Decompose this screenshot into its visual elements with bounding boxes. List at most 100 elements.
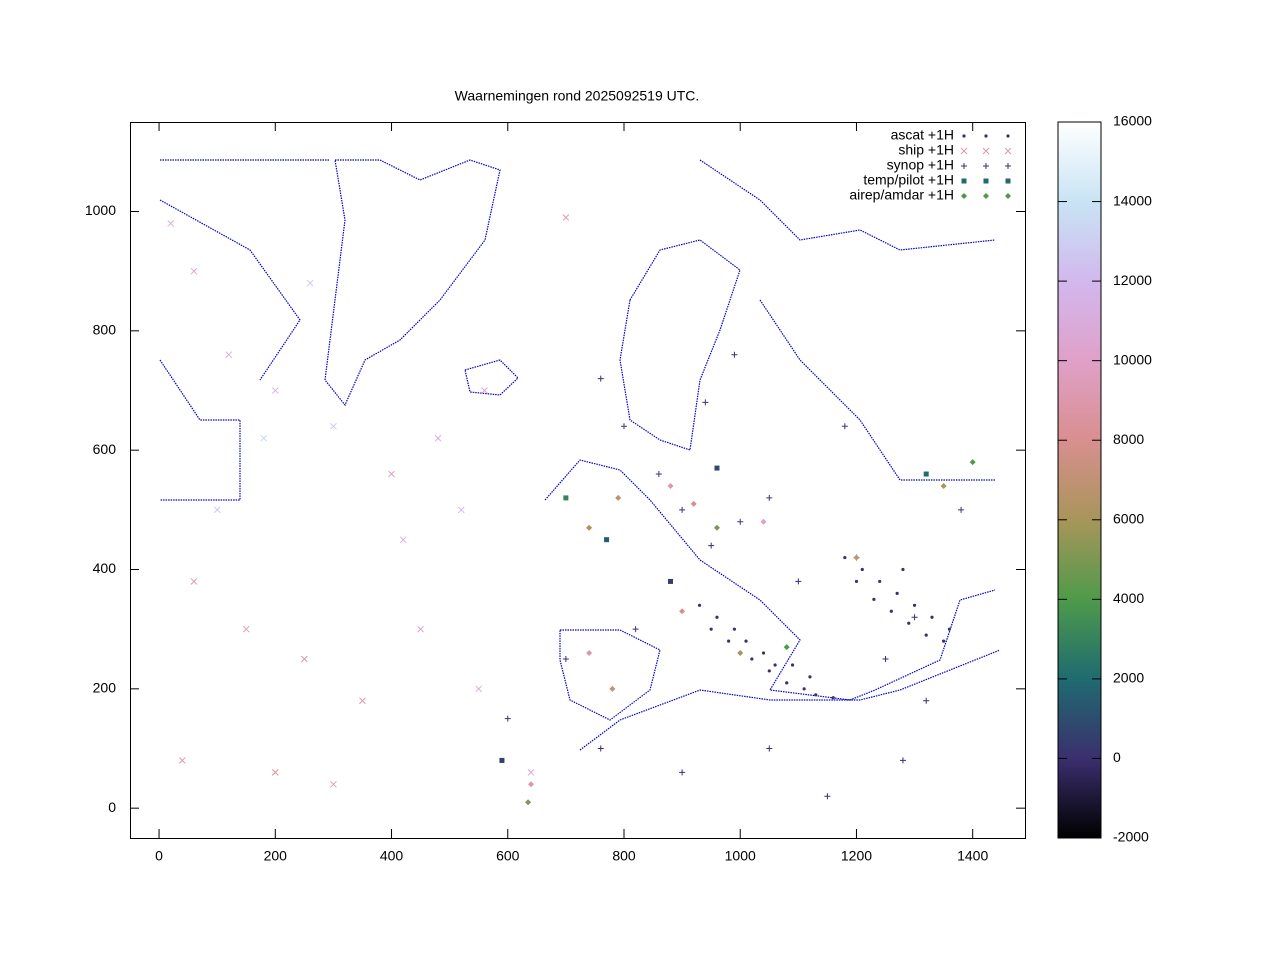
point — [767, 669, 771, 673]
point — [475, 685, 483, 693]
point — [330, 422, 337, 430]
point — [814, 693, 818, 697]
colorbar-tick-label: 12000 — [1113, 272, 1152, 288]
point — [841, 423, 848, 430]
point — [912, 603, 917, 607]
legend-marker — [1005, 178, 1011, 184]
point — [697, 603, 702, 607]
point — [271, 769, 279, 776]
point — [732, 627, 737, 631]
point — [714, 465, 720, 471]
coastline — [619, 239, 741, 451]
point — [808, 675, 812, 679]
point — [620, 423, 627, 430]
point — [824, 793, 831, 800]
point — [525, 799, 532, 806]
point — [225, 351, 233, 359]
legend-marker — [960, 147, 968, 155]
point — [190, 578, 198, 585]
point — [708, 542, 715, 549]
point — [604, 537, 610, 543]
point — [504, 715, 511, 722]
x-tick-label: 200 — [264, 848, 288, 864]
point — [702, 399, 709, 406]
point — [563, 495, 569, 501]
point — [795, 578, 802, 585]
point — [940, 482, 947, 489]
colorbar-tick-label: 2000 — [1113, 670, 1144, 686]
legend-marker — [961, 178, 967, 184]
y-tick-label: 1000 — [85, 202, 116, 218]
point — [737, 650, 744, 657]
y-tick-label: 200 — [93, 680, 117, 696]
point — [679, 506, 686, 513]
colorbar-tick-label: 4000 — [1113, 590, 1144, 606]
point — [750, 657, 754, 661]
x-tick-label: 1200 — [841, 848, 872, 864]
x-tick-label: 1000 — [725, 848, 756, 864]
point — [434, 434, 442, 442]
point — [597, 375, 604, 382]
point — [737, 518, 744, 525]
point — [872, 597, 876, 601]
y-tick-label: 600 — [93, 441, 117, 457]
point — [330, 780, 337, 788]
point — [882, 656, 889, 662]
coastline — [464, 359, 519, 396]
point — [773, 663, 777, 667]
point — [499, 757, 505, 763]
point — [709, 627, 713, 631]
colorbar — [1057, 121, 1102, 839]
point — [878, 579, 882, 584]
plot-frame — [130, 122, 1026, 839]
point — [958, 506, 965, 513]
point — [178, 757, 186, 764]
chart-title: Waarnemingen rond 2025092519 UTC. — [455, 88, 700, 104]
point — [831, 696, 835, 700]
point — [615, 494, 622, 501]
legend-marker — [1006, 134, 1010, 138]
legend-label: airep/amdar +1H — [849, 187, 954, 203]
legend-marker — [984, 134, 988, 138]
point — [802, 687, 806, 691]
point — [399, 536, 407, 544]
point — [481, 387, 488, 394]
point — [417, 625, 424, 633]
colorbar-tick-label: 0 — [1113, 749, 1121, 765]
legend-label: synop +1H — [887, 157, 954, 173]
point — [930, 615, 934, 619]
point — [655, 471, 662, 478]
point — [586, 650, 593, 657]
point — [942, 639, 946, 643]
point — [901, 567, 905, 572]
point — [597, 745, 604, 752]
point — [969, 459, 976, 466]
point — [889, 609, 893, 613]
point — [727, 639, 731, 643]
point — [843, 555, 847, 560]
legend-marker — [1005, 193, 1011, 199]
legend-marker — [983, 163, 989, 169]
point — [713, 524, 720, 531]
legend-label: temp/pilot +1H — [863, 172, 954, 188]
point — [860, 567, 864, 572]
point — [667, 482, 674, 489]
point — [895, 591, 899, 595]
map-background — [159, 159, 1001, 751]
point — [690, 500, 697, 507]
coastline — [699, 159, 996, 481]
point — [923, 471, 929, 477]
colorbar-tick-label: 10000 — [1113, 351, 1152, 367]
colorbar-tick-label: 6000 — [1113, 510, 1144, 526]
colorbar-tick-label: -2000 — [1113, 829, 1149, 845]
point — [213, 506, 221, 514]
coastline — [544, 459, 996, 701]
point — [388, 470, 395, 478]
colorbar-tick-label: 8000 — [1113, 431, 1144, 447]
point — [744, 639, 748, 643]
x-tick-label: 0 — [155, 848, 163, 864]
point — [306, 279, 314, 287]
point — [731, 351, 738, 358]
y-tick-label: 800 — [93, 322, 117, 338]
points — [167, 214, 976, 806]
